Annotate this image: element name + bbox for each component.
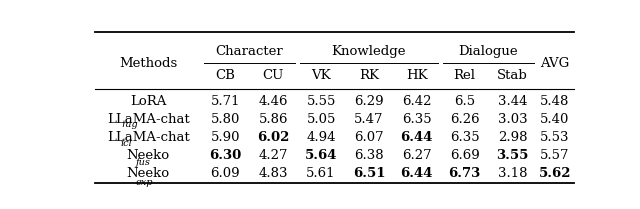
Text: rag: rag — [121, 120, 138, 129]
Text: Neeko: Neeko — [127, 149, 170, 162]
Text: 4.94: 4.94 — [307, 131, 336, 144]
Text: LoRA: LoRA — [130, 95, 166, 108]
Text: 6.35: 6.35 — [402, 113, 431, 126]
Text: 6.44: 6.44 — [401, 167, 433, 180]
Text: 3.44: 3.44 — [498, 95, 527, 108]
Text: fus: fus — [135, 158, 150, 167]
Text: exp: exp — [135, 178, 153, 187]
Text: 6.5: 6.5 — [454, 95, 475, 108]
Text: 6.30: 6.30 — [209, 149, 241, 162]
Text: 6.29: 6.29 — [354, 95, 384, 108]
Text: Knowledge: Knowledge — [332, 45, 406, 58]
Text: 5.80: 5.80 — [211, 113, 240, 126]
Text: 5.64: 5.64 — [305, 149, 337, 162]
Text: CB: CB — [216, 69, 236, 82]
Text: 6.42: 6.42 — [402, 95, 431, 108]
Text: 6.09: 6.09 — [211, 167, 240, 180]
Text: HK: HK — [406, 69, 428, 82]
Text: 6.26: 6.26 — [450, 113, 479, 126]
Text: Methods: Methods — [119, 57, 177, 70]
Text: 4.83: 4.83 — [259, 167, 288, 180]
Text: CU: CU — [262, 69, 284, 82]
Text: 6.27: 6.27 — [402, 149, 431, 162]
Text: 3.18: 3.18 — [498, 167, 527, 180]
Text: 6.38: 6.38 — [354, 149, 384, 162]
Text: LLaMA-chat: LLaMA-chat — [107, 113, 189, 126]
Text: 5.05: 5.05 — [307, 113, 336, 126]
Text: AVG: AVG — [540, 57, 570, 70]
Text: 2.98: 2.98 — [498, 131, 527, 144]
Text: 5.61: 5.61 — [307, 167, 336, 180]
Text: 6.44: 6.44 — [401, 131, 433, 144]
Text: 5.55: 5.55 — [307, 95, 336, 108]
Text: RK: RK — [359, 69, 379, 82]
Text: Character: Character — [216, 45, 284, 58]
Text: 4.46: 4.46 — [259, 95, 288, 108]
Text: 5.57: 5.57 — [540, 149, 570, 162]
Text: VK: VK — [311, 69, 331, 82]
Text: icl: icl — [121, 139, 132, 148]
Text: Neeko: Neeko — [127, 167, 170, 180]
Text: 6.73: 6.73 — [449, 167, 481, 180]
Text: 5.48: 5.48 — [540, 95, 570, 108]
Text: LLaMA-chat: LLaMA-chat — [107, 131, 189, 144]
Text: 5.53: 5.53 — [540, 131, 570, 144]
Text: Rel: Rel — [454, 69, 476, 82]
Text: 4.27: 4.27 — [259, 149, 288, 162]
Text: 5.40: 5.40 — [540, 113, 570, 126]
Text: 6.51: 6.51 — [353, 167, 385, 180]
Text: 5.86: 5.86 — [259, 113, 288, 126]
Text: 5.47: 5.47 — [354, 113, 383, 126]
Text: 5.90: 5.90 — [211, 131, 240, 144]
Text: Dialogue: Dialogue — [459, 45, 518, 58]
Text: 5.71: 5.71 — [211, 95, 240, 108]
Text: 6.02: 6.02 — [257, 131, 289, 144]
Text: 6.69: 6.69 — [450, 149, 479, 162]
Text: 3.55: 3.55 — [496, 149, 529, 162]
Text: 6.35: 6.35 — [450, 131, 479, 144]
Text: 6.07: 6.07 — [354, 131, 384, 144]
Text: 5.62: 5.62 — [539, 167, 571, 180]
Text: Stab: Stab — [497, 69, 528, 82]
Text: 3.03: 3.03 — [497, 113, 527, 126]
